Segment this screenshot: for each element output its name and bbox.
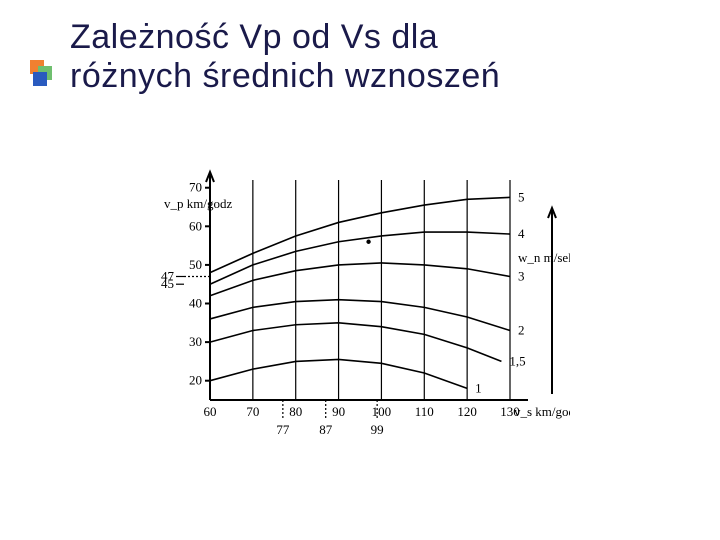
curve-2 bbox=[210, 300, 510, 331]
xtick-100: 100 bbox=[372, 404, 392, 419]
title-line1: Zależność Vp od Vs dla bbox=[70, 18, 438, 56]
curve-label-2: 2 bbox=[518, 323, 525, 338]
curve-1.5 bbox=[210, 323, 501, 362]
ytick-20: 20 bbox=[189, 373, 202, 388]
xtick-90: 90 bbox=[332, 404, 345, 419]
title-line2: różnych średnich wznoszeń bbox=[70, 57, 500, 95]
xtick-110: 110 bbox=[415, 404, 434, 419]
slide-title: Zależność Vp od Vs dla różnych średnich … bbox=[70, 18, 500, 96]
curve-label-1.5: 1,5 bbox=[509, 353, 525, 368]
curve-label-4: 4 bbox=[518, 226, 525, 241]
vp-vs-chart: 203040506070454760708090100110120130v_s … bbox=[150, 160, 570, 450]
bullet-sq-c bbox=[33, 72, 47, 86]
ytick-30: 30 bbox=[189, 334, 202, 349]
ytick-50: 50 bbox=[189, 257, 202, 272]
xtick-60: 60 bbox=[204, 404, 217, 419]
ytick-40: 40 bbox=[189, 296, 202, 311]
xsec-87: 87 bbox=[319, 422, 333, 437]
x-axis-unit: v_s km/godz bbox=[514, 404, 570, 419]
xtick-120: 120 bbox=[457, 404, 477, 419]
xsec-77: 77 bbox=[276, 422, 290, 437]
right-axis-label: w_n m/sek bbox=[518, 250, 570, 265]
xsec-99: 99 bbox=[371, 422, 384, 437]
curve-5 bbox=[210, 197, 510, 272]
curve-label-3: 3 bbox=[518, 268, 525, 283]
xtick-70: 70 bbox=[246, 404, 259, 419]
y-axis-label: v_p km/godz bbox=[164, 196, 232, 211]
xtick-80: 80 bbox=[289, 404, 302, 419]
ytick-extra-47: 47 bbox=[161, 268, 175, 283]
curve-3 bbox=[210, 263, 510, 296]
curve-4 bbox=[210, 232, 510, 284]
curve-label-5: 5 bbox=[518, 189, 525, 204]
ytick-60: 60 bbox=[189, 218, 202, 233]
curve-label-1: 1 bbox=[475, 380, 482, 395]
ytick-70: 70 bbox=[189, 180, 202, 195]
marker-point bbox=[366, 240, 370, 244]
